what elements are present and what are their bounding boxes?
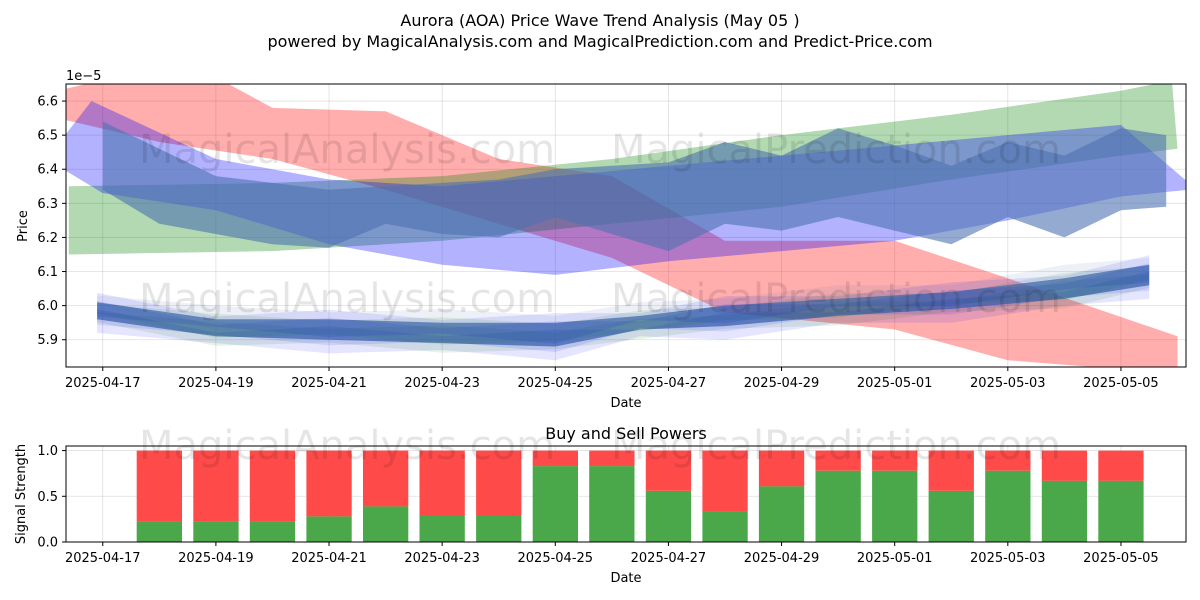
noise-band [97, 257, 1150, 337]
noise-band [97, 255, 1150, 344]
sell-power-bar [928, 450, 974, 491]
price-y-tick-label: 6.1 [37, 265, 58, 280]
power-y-label: Signal Strength [14, 444, 29, 544]
buy-power-bar [419, 515, 465, 542]
buy-power-bar [928, 490, 974, 542]
power-x-tick-label: 2025-05-05 [1083, 551, 1159, 566]
power-x-tick-label: 2025-04-23 [404, 551, 480, 566]
power-x-tick-label: 2025-04-19 [178, 551, 254, 566]
power-axes: 0.0 0.5 1.0 2025-04-17 2025-04-19 2025-04-21 2… [37, 444, 1158, 566]
buy-power-bar [1041, 480, 1088, 542]
sell-power-bar [476, 450, 522, 516]
price-x-tick-label: 2025-05-05 [1083, 376, 1159, 391]
price-x-tick-label: 2025-04-17 [65, 376, 141, 391]
buy-power-bar [645, 490, 692, 542]
sell-power-bar [249, 450, 296, 522]
buy-power-bar [249, 521, 296, 542]
chart-title: Aurora (AOA) Price Wave Trend Analysis (… [400, 11, 799, 30]
sell-power-bar [645, 450, 692, 491]
watermark: MagicalAnalysis.com [139, 276, 555, 322]
watermark: MagicalPrediction.com [611, 127, 1061, 173]
sell-power-bar [589, 450, 635, 467]
power-x-label: Date [610, 571, 641, 586]
sell-power-bar [419, 450, 465, 516]
power-x-tick-label: 2025-04-17 [65, 551, 141, 566]
price-y-tick-label: 6.6 [37, 95, 58, 110]
buy-power-bar [306, 516, 352, 542]
sell-power-bar [1041, 450, 1088, 481]
power-x-tick-label: 2025-04-29 [744, 551, 820, 566]
sell-power-bar [193, 450, 239, 522]
wave-band [102, 121, 1167, 252]
power-x-tick-label: 2025-04-21 [291, 551, 367, 566]
power-plot-frame [65, 445, 1187, 543]
sell-power-bar [532, 450, 578, 467]
price-y-tick-label: 6.3 [37, 197, 58, 212]
sell-power-bar [363, 450, 409, 507]
noise-band [97, 271, 1150, 361]
trend-band-steel [97, 264, 1150, 347]
power-x-tick-label: 2025-04-25 [518, 551, 594, 566]
noise-band [97, 274, 1150, 353]
power-x-tick-label: 2025-05-01 [857, 551, 933, 566]
watermark: MagicalAnalysis.com [139, 127, 555, 173]
watermark: MagicalPrediction.com [611, 276, 1061, 322]
price-y-tick-label: 6.5 [37, 129, 58, 144]
price-y-tick-label: 6.4 [37, 163, 58, 178]
price-x-tick-label: 2025-04-23 [404, 376, 480, 391]
sell-power-bar [136, 450, 182, 522]
power-x-tick-label: 2025-05-03 [970, 551, 1046, 566]
price-plot-frame [65, 83, 1187, 368]
buy-power-bar [985, 470, 1031, 542]
price-x-tick-label: 2025-04-29 [744, 376, 820, 391]
sell-power-bar [758, 450, 805, 487]
buy-power-bar [136, 521, 182, 542]
price-x-tick-label: 2025-04-19 [178, 376, 254, 391]
power-y-tick-label: 1.0 [37, 444, 58, 459]
watermark-group: MagicalAnalysis.com MagicalPrediction.com… [139, 127, 1061, 322]
sell-power-bar [306, 450, 352, 517]
sell-power-bar [1098, 450, 1144, 481]
buy-power-bar [815, 470, 861, 542]
buy-power-bar [363, 506, 409, 542]
price-x-tick-label: 2025-05-03 [970, 376, 1046, 391]
buy-power-bar [872, 470, 918, 542]
power-title: Buy and Sell Powers [545, 424, 707, 443]
buy-power-bar [193, 521, 239, 542]
sell-power-bar [985, 450, 1031, 471]
price-axes: 5.9 6.0 6.1 6.2 6.3 6.4 6.5 6.6 2025-04-17 2025-0… [37, 95, 1158, 391]
price-x-label: Date [610, 396, 641, 411]
price-x-tick-label: 2025-05-01 [857, 376, 933, 391]
noise-band [97, 266, 1150, 345]
price-x-tick-label: 2025-04-25 [518, 376, 594, 391]
price-y-label: Price [16, 210, 31, 242]
buy-power-bar [702, 511, 748, 542]
buy-power-bar [476, 515, 522, 542]
price-y-tick-label: 5.9 [37, 333, 58, 348]
price-x-tick-label: 2025-04-27 [631, 376, 707, 391]
price-y-tick-label: 6.0 [37, 299, 58, 314]
buy-power-bar [532, 466, 578, 542]
power-y-tick-label: 0.0 [37, 536, 58, 551]
price-bands [66, 84, 1186, 367]
noise-band [97, 263, 1150, 352]
buy-power-bar [589, 466, 635, 542]
sell-power-bar [872, 450, 918, 471]
price-offset-label: 1e−5 [66, 69, 101, 84]
buy-power-bar [758, 486, 805, 542]
power-bars [136, 450, 1144, 542]
buy-power-bar [1098, 480, 1144, 542]
chart-subtitle: powered by MagicalAnalysis.com and Magic… [267, 32, 932, 51]
price-x-tick-label: 2025-04-21 [291, 376, 367, 391]
sell-power-bar [702, 450, 748, 512]
price-y-tick-label: 6.2 [37, 231, 58, 246]
sell-power-bar [815, 450, 861, 471]
power-x-tick-label: 2025-04-27 [631, 551, 707, 566]
power-y-tick-label: 0.5 [37, 490, 58, 505]
